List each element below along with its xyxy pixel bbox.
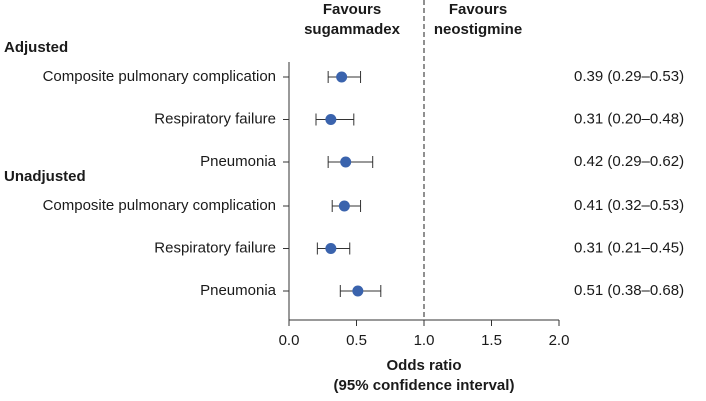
row-label: Respiratory failure: [154, 239, 276, 256]
value-label: 0.42 (0.29–0.62): [574, 153, 684, 170]
x-tick-label: 2.0: [549, 332, 570, 349]
value-label: 0.41 (0.32–0.53): [574, 197, 684, 214]
row-label: Composite pulmonary complication: [43, 197, 276, 214]
value-label: 0.31 (0.21–0.45): [574, 239, 684, 256]
x-tick-label: 0.0: [279, 332, 300, 349]
value-label: 0.39 (0.29–0.53): [574, 68, 684, 85]
favours-right: Favours: [449, 1, 507, 18]
row-label: Pneumonia: [200, 153, 277, 170]
x-axis-label: Odds ratio: [386, 357, 461, 374]
row-label: Composite pulmonary complication: [43, 68, 276, 85]
row-label: Pneumonia: [200, 282, 277, 299]
x-axis-label: (95% confidence interval): [334, 377, 515, 394]
favours-left: Favours: [323, 1, 381, 18]
group-header: Adjusted: [4, 39, 68, 56]
favours-left: sugammadex: [304, 21, 401, 38]
x-tick-label: 1.5: [481, 332, 502, 349]
x-tick-label: 0.5: [346, 332, 367, 349]
row-label: Respiratory failure: [154, 110, 276, 127]
value-label: 0.31 (0.20–0.48): [574, 110, 684, 127]
point: [325, 114, 337, 125]
group-header: Unadjusted: [4, 168, 86, 185]
point: [336, 71, 348, 83]
value-label: 0.51 (0.38–0.68): [574, 282, 684, 299]
favours-right: neostigmine: [434, 21, 522, 38]
point: [352, 285, 364, 297]
x-tick-label: 1.0: [414, 332, 435, 349]
point: [338, 200, 350, 212]
point: [325, 243, 337, 254]
point: [340, 156, 352, 168]
